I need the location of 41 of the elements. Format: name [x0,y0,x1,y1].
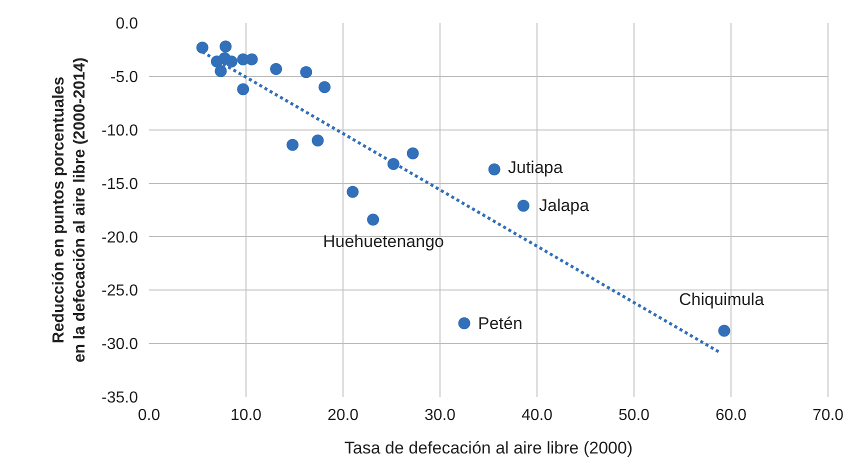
annotation: Chiquimula [679,290,765,309]
x-tick-label: 50.0 [618,407,650,424]
y-tick-label: -20.0 [102,229,138,246]
point [214,65,227,78]
point [312,134,324,147]
point [488,163,500,176]
point [458,317,470,330]
point [517,200,530,212]
point [300,66,312,78]
point [246,53,258,66]
point [406,147,419,160]
annotation: Jalapa [539,196,590,215]
x-tick-label: 10.0 [230,407,262,424]
x-axis-title: Tasa de defecación al aire libre (2000) [344,438,633,458]
annotation: Jutiapa [508,158,564,177]
point [220,40,232,53]
y-tick-label: 0.0 [116,16,138,33]
x-tick-label: 70.0 [812,407,844,424]
y-tick-label: -15.0 [102,176,138,193]
point [237,83,250,96]
y-tick-label: -35.0 [102,390,138,407]
point [270,62,282,75]
point [225,55,238,68]
point [196,42,208,54]
annotation: Huehuetenango [323,232,444,251]
y-tick-label: -30.0 [102,336,138,354]
point [318,81,331,94]
point [286,138,299,151]
x-tick-label: 30.0 [424,407,456,424]
point [346,186,359,198]
y-tick-label: -10.0 [102,122,138,140]
point [367,214,380,226]
y-tick-label: -25.0 [102,282,138,300]
y-axis-title: Reducción en puntos porcentuales en la defecación al aire libre (2000-2014) [50,57,88,363]
x-tick-label: 0.0 [138,407,160,424]
x-tick-label: 40.0 [521,407,553,424]
point [718,324,730,337]
x-tick-label: 60.0 [715,407,747,424]
annotation: Petén [478,314,522,333]
y-tick-label: -5.0 [110,69,138,86]
x-tick-label: 20.0 [327,407,359,424]
